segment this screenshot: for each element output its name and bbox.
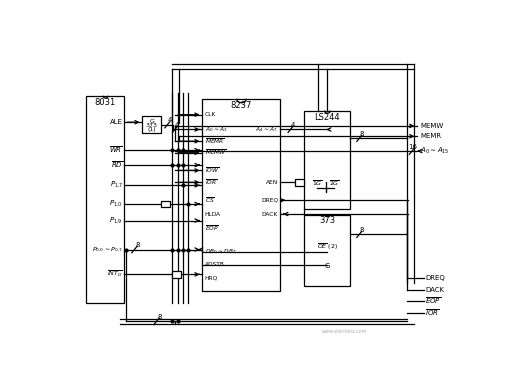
Text: $P_{1.9}$: $P_{1.9}$ <box>109 215 123 226</box>
Bar <box>304 215 350 286</box>
Text: $\overline{MEMR}$: $\overline{MEMR}$ <box>205 137 225 146</box>
Text: $\overline{EOP}$: $\overline{EOP}$ <box>205 223 219 233</box>
Text: $\overline{IOR}$: $\overline{IOR}$ <box>205 178 217 187</box>
Text: $\overline{EOP}$: $\overline{EOP}$ <box>425 296 441 306</box>
Text: (1): (1) <box>148 127 156 132</box>
Text: $P_{0.0}{\sim}P_{0.7}$: $P_{0.0}{\sim}P_{0.7}$ <box>92 245 123 254</box>
Text: MEMR: MEMR <box>421 133 442 139</box>
Text: $DB_0{\sim}DB_7$: $DB_0{\sim}DB_7$ <box>205 247 236 256</box>
Text: G: G <box>149 119 154 124</box>
Text: ADSTB: ADSTB <box>205 262 224 267</box>
Text: $P_{1.0}$: $P_{1.0}$ <box>109 199 123 209</box>
Text: $\overline{CS}$: $\overline{CS}$ <box>205 195 215 205</box>
Text: 4: 4 <box>291 122 295 128</box>
Text: 4: 4 <box>168 118 172 123</box>
Text: $A_0{\sim}A_{15}$: $A_0{\sim}A_{15}$ <box>421 146 450 156</box>
Text: 373: 373 <box>319 216 335 225</box>
Bar <box>172 271 181 278</box>
Text: DACK: DACK <box>262 212 278 217</box>
Text: LS244: LS244 <box>315 113 340 122</box>
Text: DREQ: DREQ <box>425 275 445 281</box>
Text: 8: 8 <box>135 242 139 248</box>
Text: $\overline{RD}$: $\overline{RD}$ <box>110 160 123 170</box>
Text: 16: 16 <box>409 144 418 150</box>
Text: $\overline{IOR}$: $\overline{IOR}$ <box>425 308 440 318</box>
Text: $\overline{MEMW}$: $\overline{MEMW}$ <box>205 148 227 157</box>
Bar <box>304 111 350 209</box>
Text: $A_0{\sim}A_3$: $A_0{\sim}A_3$ <box>205 125 228 134</box>
Text: AEN: AEN <box>266 180 278 185</box>
Bar <box>142 116 161 134</box>
Text: G: G <box>325 263 330 269</box>
Text: HLDA: HLDA <box>205 212 221 217</box>
Text: $A_4{\sim}A_7$: $A_4{\sim}A_7$ <box>255 125 278 134</box>
Text: 8031: 8031 <box>95 98 116 107</box>
Text: $P_{1.7}$: $P_{1.7}$ <box>110 180 123 190</box>
Bar <box>202 99 281 291</box>
Text: 8: 8 <box>359 131 364 137</box>
Text: $\overline{OE}$ (2): $\overline{OE}$ (2) <box>317 241 338 252</box>
Bar <box>295 179 304 185</box>
Text: 8: 8 <box>359 227 364 233</box>
Text: $\overline{WR}$: $\overline{WR}$ <box>109 145 123 155</box>
Text: MEMW: MEMW <box>421 123 444 129</box>
Text: $\overline{1G}$: $\overline{1G}$ <box>312 179 322 188</box>
Text: $\overline{IOW}$: $\overline{IOW}$ <box>205 166 219 175</box>
Text: 4: 4 <box>175 122 179 128</box>
Text: www.elecfans.com: www.elecfans.com <box>321 329 367 334</box>
Text: DREQ: DREQ <box>261 198 278 203</box>
Text: 8: 8 <box>157 314 162 319</box>
Text: DACK: DACK <box>425 287 444 293</box>
Text: $\overline{INT_D}$: $\overline{INT_D}$ <box>107 269 123 280</box>
Text: CLK: CLK <box>205 112 216 117</box>
Bar <box>87 96 124 303</box>
Text: 8237: 8237 <box>231 101 252 110</box>
Text: $\overline{2G}$: $\overline{2G}$ <box>329 179 340 188</box>
Text: 373: 373 <box>146 123 158 128</box>
Text: ALE: ALE <box>110 119 123 125</box>
Bar <box>161 201 170 207</box>
Text: HRQ: HRQ <box>205 276 218 281</box>
